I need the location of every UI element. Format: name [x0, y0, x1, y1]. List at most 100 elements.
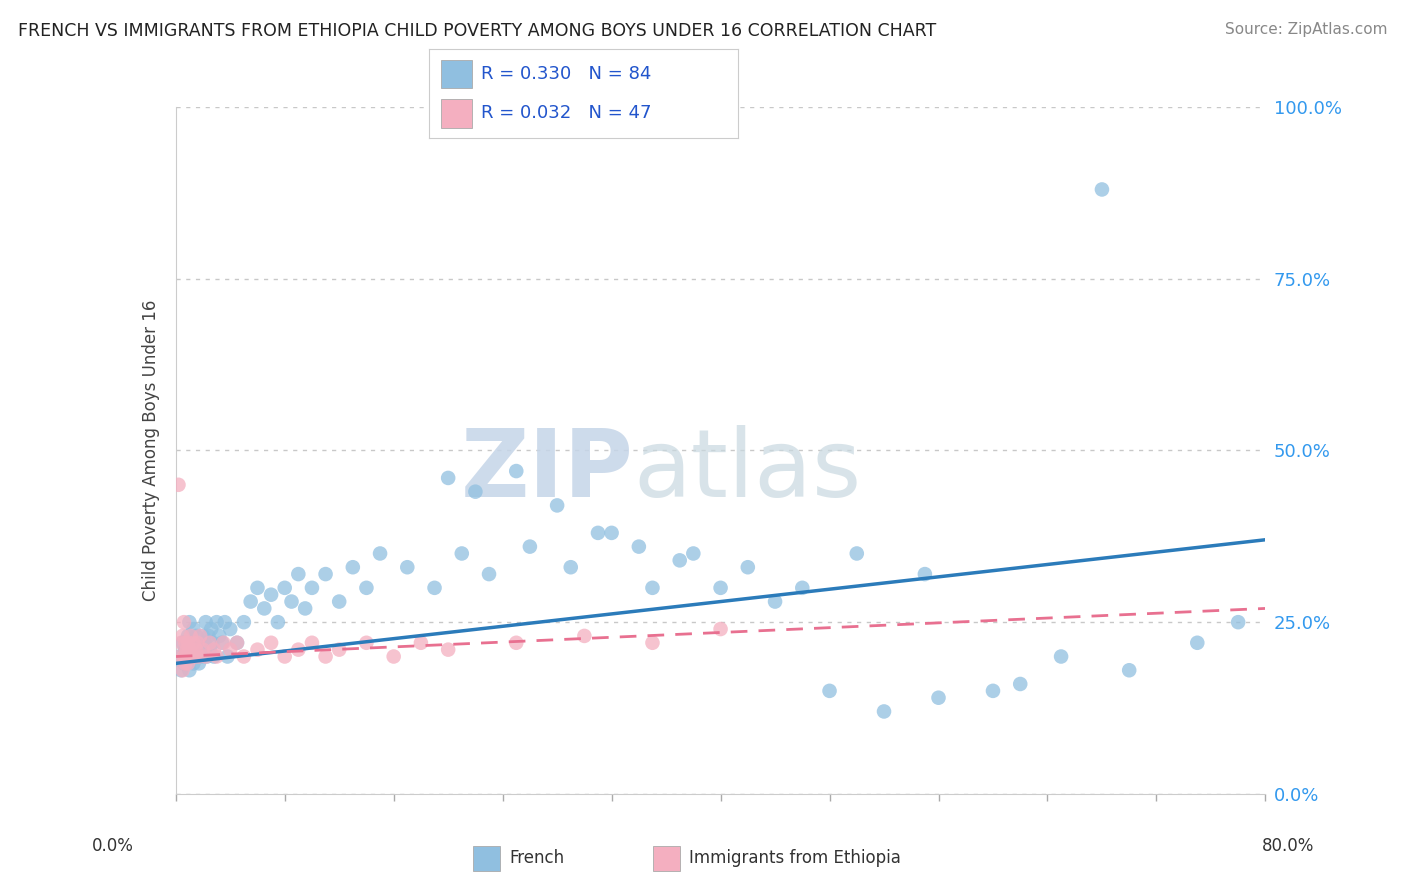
Point — [274, 649, 297, 664]
Point — [194, 649, 217, 664]
Point — [173, 615, 195, 630]
Point — [710, 622, 733, 636]
Point — [212, 636, 235, 650]
Point — [217, 649, 239, 664]
Bar — [472, 846, 501, 871]
Point — [186, 649, 208, 664]
Point — [382, 649, 405, 664]
Point — [246, 581, 269, 595]
Point — [167, 478, 190, 492]
Point — [845, 546, 868, 561]
Point — [191, 629, 214, 643]
Point — [737, 560, 759, 574]
Point — [600, 525, 623, 540]
Point — [280, 594, 302, 608]
Point — [169, 649, 191, 664]
Point — [239, 594, 262, 608]
Text: 0.0%: 0.0% — [91, 837, 134, 855]
Point — [450, 546, 472, 561]
Point — [173, 657, 195, 671]
Point — [172, 636, 194, 650]
Point — [328, 642, 350, 657]
Point — [198, 642, 221, 657]
Point — [198, 636, 221, 650]
Point — [200, 622, 222, 636]
Point — [981, 683, 1004, 698]
Point — [170, 636, 193, 650]
Point — [179, 663, 201, 677]
Point — [519, 540, 541, 554]
Point — [180, 629, 202, 643]
Point — [190, 649, 212, 664]
Point — [586, 525, 609, 540]
Text: Source: ZipAtlas.com: Source: ZipAtlas.com — [1225, 22, 1388, 37]
Bar — [441, 99, 472, 128]
Point — [205, 615, 228, 630]
Point — [172, 663, 194, 677]
Point — [267, 615, 290, 630]
Point — [1118, 663, 1140, 677]
Text: 80.0%: 80.0% — [1263, 837, 1315, 855]
Point — [226, 636, 249, 650]
Point — [187, 649, 209, 664]
Point — [574, 629, 596, 643]
Point — [177, 636, 200, 650]
Point — [437, 471, 460, 485]
Point — [219, 622, 242, 636]
Point — [627, 540, 650, 554]
Point — [1091, 182, 1114, 196]
Point — [368, 546, 391, 561]
Point — [194, 615, 217, 630]
Point — [191, 642, 214, 657]
Point — [176, 642, 198, 657]
Point — [356, 636, 378, 650]
Point — [328, 594, 350, 608]
Point — [174, 642, 197, 657]
Point — [1227, 615, 1250, 630]
Point — [174, 657, 197, 671]
Point — [219, 642, 242, 657]
Bar — [441, 60, 472, 88]
Text: R = 0.330   N = 84: R = 0.330 N = 84 — [481, 65, 652, 83]
Point — [208, 629, 231, 643]
Point — [928, 690, 950, 705]
Point — [186, 636, 209, 650]
Point — [641, 581, 664, 595]
Point — [184, 649, 207, 664]
Point — [201, 636, 224, 650]
Point — [188, 642, 211, 657]
Point — [1187, 636, 1209, 650]
Text: R = 0.032   N = 47: R = 0.032 N = 47 — [481, 104, 652, 122]
Point — [195, 649, 218, 664]
Point — [186, 642, 208, 657]
Point — [560, 560, 582, 574]
Point — [188, 629, 211, 643]
Point — [181, 636, 204, 650]
Point — [505, 464, 527, 478]
Point — [763, 594, 786, 608]
Point — [315, 649, 337, 664]
Point — [174, 636, 197, 650]
Point — [301, 636, 323, 650]
Point — [202, 642, 225, 657]
Point — [274, 581, 297, 595]
Point — [232, 649, 254, 664]
Point — [668, 553, 690, 567]
Point — [260, 588, 283, 602]
Point — [176, 649, 198, 664]
Point — [180, 649, 202, 664]
Point — [169, 649, 191, 664]
Point — [818, 683, 841, 698]
Point — [315, 567, 337, 582]
Point — [183, 657, 205, 671]
Point — [202, 649, 225, 664]
Point — [179, 615, 201, 630]
Point — [1010, 677, 1032, 691]
Point — [873, 705, 896, 719]
Point — [396, 560, 419, 574]
Point — [356, 581, 378, 595]
Point — [205, 649, 228, 664]
Point — [287, 567, 309, 582]
Point — [464, 484, 486, 499]
Point — [197, 629, 219, 643]
